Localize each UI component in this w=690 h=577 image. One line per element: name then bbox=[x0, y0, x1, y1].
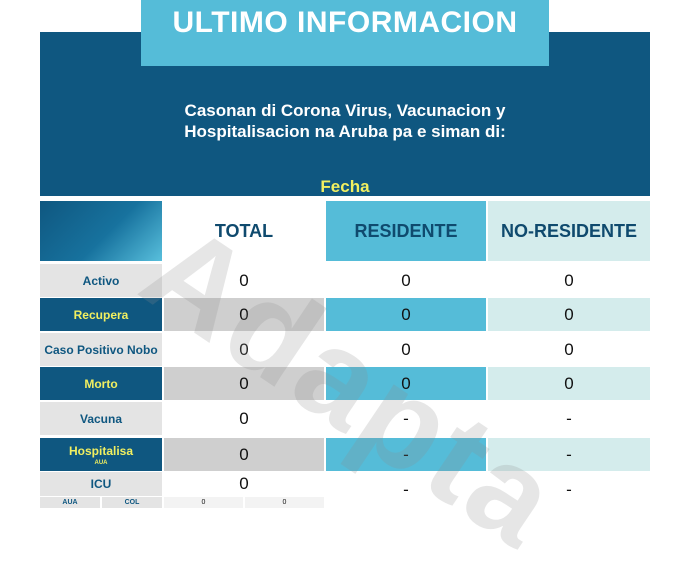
column-header-residente: RESIDENTE bbox=[326, 201, 486, 261]
cell-vacuna-total: 0 bbox=[239, 408, 249, 428]
row-label-caso-positivo-nobo: Caso Positivo Nobo bbox=[40, 333, 162, 366]
row-label-text: Caso Positivo Nobo bbox=[44, 342, 158, 357]
icu-col-value: 0 bbox=[245, 497, 324, 508]
row-label-vacuna: Vacuna bbox=[40, 402, 162, 435]
cell-vacuna-residente: - bbox=[403, 408, 409, 428]
row-label-text: Recupera bbox=[73, 307, 129, 322]
icu-aua-label: AUA bbox=[40, 497, 100, 508]
row-label-text: ICU bbox=[90, 477, 112, 491]
row-label-text: Morto bbox=[84, 376, 118, 391]
cell-activo-no-residente: 0 bbox=[564, 270, 574, 290]
row-label-hospitalisa: Hospitalisa AUA bbox=[40, 438, 162, 471]
cell-recupera-residente: 0 bbox=[326, 298, 486, 331]
cell-hospitalisa-no-residente: - bbox=[488, 438, 650, 471]
row-label-morto: Morto bbox=[40, 367, 162, 400]
cell-hospitalisa-residente: - bbox=[326, 438, 486, 471]
cell-hospitalisa-total: 0 bbox=[164, 438, 324, 471]
cell-morto-total: 0 bbox=[164, 367, 324, 400]
row-label-text: Hospitalisa bbox=[68, 443, 134, 458]
row-label-activo: Activo bbox=[40, 264, 162, 297]
cell-caso-positivo-no-residente: 0 bbox=[564, 339, 574, 359]
column-header-total: TOTAL bbox=[164, 201, 324, 261]
row-label-text: Activo bbox=[82, 273, 120, 288]
row-label-icu: ICU bbox=[40, 472, 162, 496]
cell-morto-residente: 0 bbox=[326, 367, 486, 400]
row-label-text: Vacuna bbox=[79, 411, 123, 426]
header-line-2: Hospitalisacion na Aruba pa e siman di: bbox=[184, 122, 506, 141]
cell-activo-residente: 0 bbox=[401, 270, 411, 290]
header-line-1: Casonan di Corona Virus, Vacunacion y bbox=[184, 101, 506, 120]
cell-icu-total: 0 bbox=[239, 474, 249, 493]
icu-col-label: COL bbox=[102, 497, 162, 508]
icu-aua-value: 0 bbox=[164, 497, 243, 508]
title-banner: ULTIMO INFORMACION bbox=[141, 0, 549, 66]
table-corner-cell bbox=[40, 201, 162, 261]
cell-morto-no-residente: 0 bbox=[488, 367, 650, 400]
cell-recupera-no-residente: 0 bbox=[488, 298, 650, 331]
date-label: Fecha bbox=[320, 177, 370, 196]
row-sublabel-aua: AUA bbox=[94, 459, 108, 466]
row-label-recupera: Recupera bbox=[40, 298, 162, 331]
cell-caso-positivo-residente: 0 bbox=[401, 339, 411, 359]
cell-icu-no-residente: - bbox=[566, 480, 572, 499]
cell-recupera-total: 0 bbox=[164, 298, 324, 331]
cell-vacuna-no-residente: - bbox=[566, 408, 572, 428]
header-description: Casonan di Corona Virus, Vacunacion y Ho… bbox=[40, 100, 650, 142]
cell-caso-positivo-total: 0 bbox=[239, 339, 249, 359]
column-header-no-residente: NO-RESIDENTE bbox=[488, 201, 650, 261]
cell-icu-residente: - bbox=[403, 480, 409, 499]
cell-activo-total: 0 bbox=[239, 270, 249, 290]
page-title: ULTIMO INFORMACION bbox=[172, 6, 518, 39]
